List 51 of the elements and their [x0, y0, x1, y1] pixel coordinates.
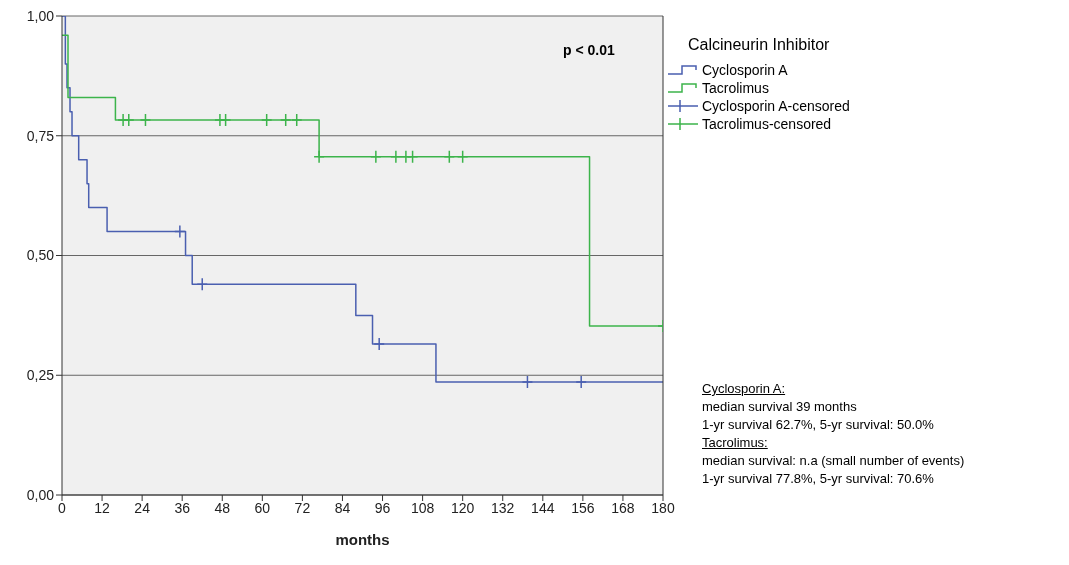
x-tick-label: 168	[611, 499, 635, 516]
point	[390, 150, 402, 164]
text: median survival: n.a (small number of events)	[702, 452, 965, 470]
legend-label: Tacrolimus	[702, 79, 770, 96]
point	[313, 150, 325, 164]
x-tick-label: 12	[94, 499, 111, 516]
point	[196, 277, 208, 291]
x-tick-label: 180	[651, 499, 675, 516]
x-tick-label: 132	[491, 499, 515, 516]
point	[373, 337, 385, 351]
point	[370, 150, 382, 164]
x-tick-label: 0	[58, 499, 67, 516]
x-tick-label: 60	[254, 499, 271, 516]
x-tick-label: 24	[134, 499, 151, 516]
y-tick-label: 0,50	[26, 247, 55, 264]
point	[443, 150, 456, 164]
legend-label: Cyclosporin A	[702, 61, 789, 78]
x-tick-label: 108	[410, 499, 435, 516]
x-axis-title: months	[335, 531, 390, 548]
text: Tacrolimus:	[702, 434, 769, 452]
x-tick-label: 144	[531, 499, 555, 516]
y-tick-label: 0,00	[26, 486, 55, 503]
point	[575, 375, 587, 389]
point	[219, 113, 232, 127]
point	[123, 113, 135, 127]
point	[290, 113, 303, 127]
text: median survival 39 months	[702, 398, 858, 416]
y-tick-label: 0,75	[26, 127, 55, 144]
point	[456, 150, 469, 164]
point	[174, 224, 186, 239]
y-tick-label: 0,25	[26, 367, 55, 384]
x-tick-label: 84	[334, 499, 351, 516]
text: Cyclosporin A:	[702, 380, 787, 398]
x-tick-label: 36	[174, 499, 191, 516]
x-tick-label: 72	[294, 499, 311, 516]
point	[279, 113, 292, 127]
text: 1-yr survival 77.8%, 5-yr survival: 70.6%	[702, 470, 935, 488]
legend-label: Tacrolimus-censored	[702, 115, 833, 132]
point	[139, 113, 152, 127]
x-tick-label: 120	[450, 499, 475, 516]
y-tick-label: 1,00	[26, 7, 55, 24]
legend-label: Cyclosporin A-censored	[702, 97, 851, 114]
point	[521, 375, 534, 389]
point	[406, 150, 419, 164]
text: 1-yr survival 62.7%, 5-yr survival: 50.0%	[702, 416, 935, 434]
legend-title: Calcineurin Inhibitor	[688, 36, 831, 54]
x-tick-label: 48	[214, 499, 231, 516]
x-tick-label: 156	[571, 499, 595, 516]
x-tick-label: 96	[374, 499, 391, 516]
point	[260, 113, 273, 127]
annotation: p < 0.01	[563, 42, 615, 58]
